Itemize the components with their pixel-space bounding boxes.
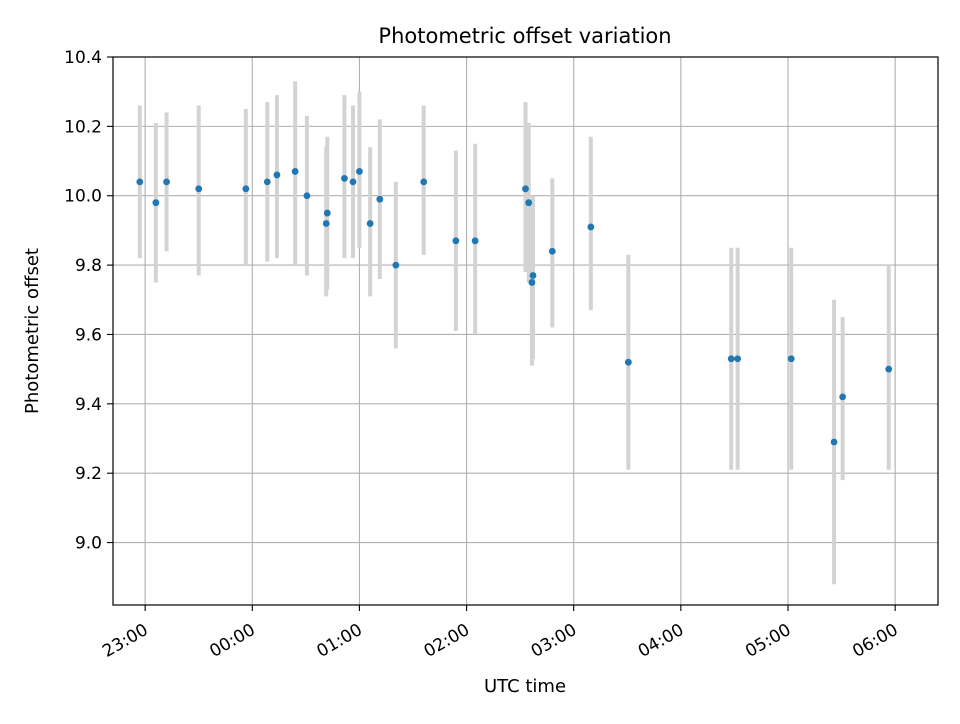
y-tick-label: 9.4 [75, 395, 102, 415]
data-point [195, 185, 203, 193]
chart-title: Photometric offset variation [378, 24, 671, 48]
y-tick-label: 10.2 [64, 117, 102, 137]
data-point [839, 393, 847, 401]
data-point [273, 171, 281, 179]
x-axis-label: UTC time [484, 676, 566, 697]
data-point [323, 209, 331, 217]
data-point [830, 438, 838, 446]
data-point [356, 168, 363, 175]
data-point [734, 355, 742, 363]
y-tick-label: 9.2 [75, 464, 102, 484]
data-point [727, 355, 735, 363]
data-point [528, 279, 536, 286]
data-point [548, 247, 556, 255]
data-point [787, 355, 795, 363]
data-points [136, 168, 893, 446]
y-tick-label: 9.0 [75, 534, 102, 554]
data-point [341, 174, 348, 182]
data-point [322, 220, 330, 227]
y-tick-label: 9.6 [75, 325, 102, 345]
data-point [587, 223, 595, 231]
y-axis-ticks: 9.0 9.2 9.4 9.6 9.8 10.0 10.2 10.4 [64, 48, 113, 554]
y-axis-label: Photometric offset [22, 248, 43, 414]
data-point [522, 185, 529, 193]
data-point [420, 178, 428, 186]
data-point [136, 178, 144, 186]
data-point [152, 199, 160, 207]
data-point [163, 178, 170, 186]
data-point [885, 365, 893, 373]
data-point [471, 237, 479, 245]
y-tick-label: 10.0 [64, 187, 102, 207]
data-point [291, 168, 299, 175]
data-point [525, 199, 533, 207]
data-point [392, 261, 400, 269]
data-point [529, 272, 537, 279]
data-point [263, 178, 271, 186]
plot-frame [112, 56, 939, 606]
data-point [242, 185, 250, 193]
data-point [376, 195, 384, 203]
data-point [349, 178, 357, 186]
data-point [303, 192, 311, 200]
data-point [624, 358, 632, 366]
data-point [452, 237, 460, 245]
y-tick-label: 9.8 [75, 256, 102, 276]
data-point [366, 220, 374, 227]
y-tick-label: 10.4 [64, 48, 102, 68]
